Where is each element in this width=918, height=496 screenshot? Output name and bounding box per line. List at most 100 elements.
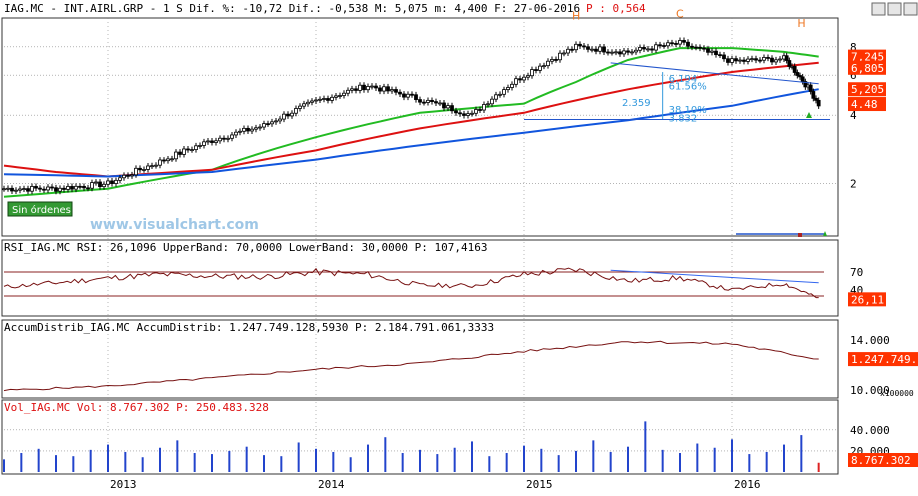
price-candle-body (278, 118, 282, 122)
price-candle-body (30, 186, 34, 192)
price-candle-body (298, 105, 302, 109)
price-candle-body (814, 97, 818, 101)
price-candle-body (394, 89, 398, 93)
price-candle-body (800, 76, 805, 82)
volume-bar (55, 455, 57, 472)
price-candle-body (94, 181, 98, 184)
volume-bar (575, 450, 577, 472)
fib-label: 38.10% (669, 105, 707, 116)
price-candle-body (402, 93, 406, 98)
price-candle-body (390, 89, 394, 92)
price-candle-body (762, 57, 766, 61)
price-candle-body (678, 40, 682, 45)
price-candle-body (530, 69, 534, 77)
price-candle-body (186, 148, 190, 151)
trendline-upper (610, 62, 819, 85)
price-candle-body (86, 187, 90, 190)
rsi-last-label-bg (848, 292, 886, 307)
price-candle-body (803, 81, 808, 88)
price-candle-body (506, 87, 510, 91)
price-candle-body (342, 92, 346, 96)
price-candle-body (122, 174, 126, 179)
price-candle-body (314, 99, 318, 102)
price-candle-body (282, 113, 286, 120)
volume-bar (592, 440, 595, 472)
price-candle-body (730, 58, 734, 63)
price-candle-body (18, 188, 22, 191)
price-candle-body (418, 99, 422, 103)
price-candle-body (22, 188, 26, 191)
price-candle-body (674, 43, 678, 45)
price-candle-body (670, 42, 674, 45)
price-candle-body (102, 183, 106, 188)
price-candle-body (302, 103, 306, 107)
minimize-icon[interactable] (871, 2, 886, 16)
maximize-icon[interactable] (887, 2, 902, 16)
price-candle-body (190, 149, 194, 151)
price-candle-body (438, 102, 442, 105)
price-candle-body (2, 188, 6, 191)
x-tick-label: 2015 (526, 478, 553, 491)
price-candle-body (38, 187, 42, 190)
price-candle-body (110, 180, 114, 184)
orders-badge[interactable]: Sin órdenes (7, 201, 73, 217)
price-candle-body (722, 54, 726, 60)
volume-bar (349, 457, 352, 472)
price-candle-body (198, 145, 202, 147)
price-candle-body (214, 140, 218, 143)
volume-bar (713, 447, 716, 472)
price-candle-body (358, 84, 362, 91)
price-candle-body (218, 137, 222, 142)
accum-last-label-text: 1.247.749.1 (851, 353, 918, 366)
price-candle-body (74, 185, 78, 190)
price-last-label-text: 7,245 (851, 51, 884, 64)
price-candle-body (338, 95, 342, 97)
price-candle-body (82, 185, 86, 189)
price-candle-body (286, 113, 290, 117)
price-candle-body (658, 44, 662, 47)
volume-bar (731, 439, 733, 472)
price-candle-body (70, 186, 74, 190)
price-candle-body (534, 69, 538, 71)
price-candle-body (466, 113, 470, 116)
price-candle-body (202, 141, 206, 146)
x-tick-label: 2013 (110, 478, 137, 491)
orders-badge-bg (7, 201, 73, 217)
price-candle-body (354, 88, 358, 91)
price-candle-body (414, 94, 418, 100)
price-candle-body (694, 46, 698, 49)
price-candle-body (614, 51, 618, 54)
window-controls[interactable] (871, 2, 918, 16)
price-candle-body (406, 93, 410, 98)
price-candle-body (346, 89, 350, 94)
price-candle-body (494, 94, 498, 100)
volume-layer (3, 421, 820, 472)
volume-bar (124, 451, 127, 472)
price-candle-body (130, 174, 134, 177)
price-candle-body (330, 96, 334, 101)
close-icon[interactable] (903, 2, 918, 16)
volume-bar (661, 449, 664, 472)
price-candle-body (738, 59, 742, 62)
price-candle-body (78, 185, 82, 188)
volume-tick-label: 40.000 (850, 424, 890, 437)
price-candle-body (58, 187, 62, 192)
volume-bar (748, 454, 751, 472)
price-candle-body (6, 187, 10, 190)
price-candle-body (166, 158, 170, 162)
accum-line (3, 340, 819, 392)
price-last-label-text: 5,205 (851, 83, 884, 96)
price-candle-body (666, 42, 670, 47)
accum-tick-label: 14.000 (850, 334, 890, 347)
price-candle-body (242, 127, 246, 132)
volume-bar (609, 451, 612, 472)
price-candle-body (514, 78, 518, 85)
price-candle-body (774, 59, 778, 63)
volume-bar (20, 453, 23, 472)
price-candle-body (334, 95, 338, 98)
price-candle-body (798, 75, 802, 78)
price-candle-body (702, 47, 706, 50)
price-candle-body (426, 99, 430, 103)
price-candle-body (570, 48, 574, 51)
